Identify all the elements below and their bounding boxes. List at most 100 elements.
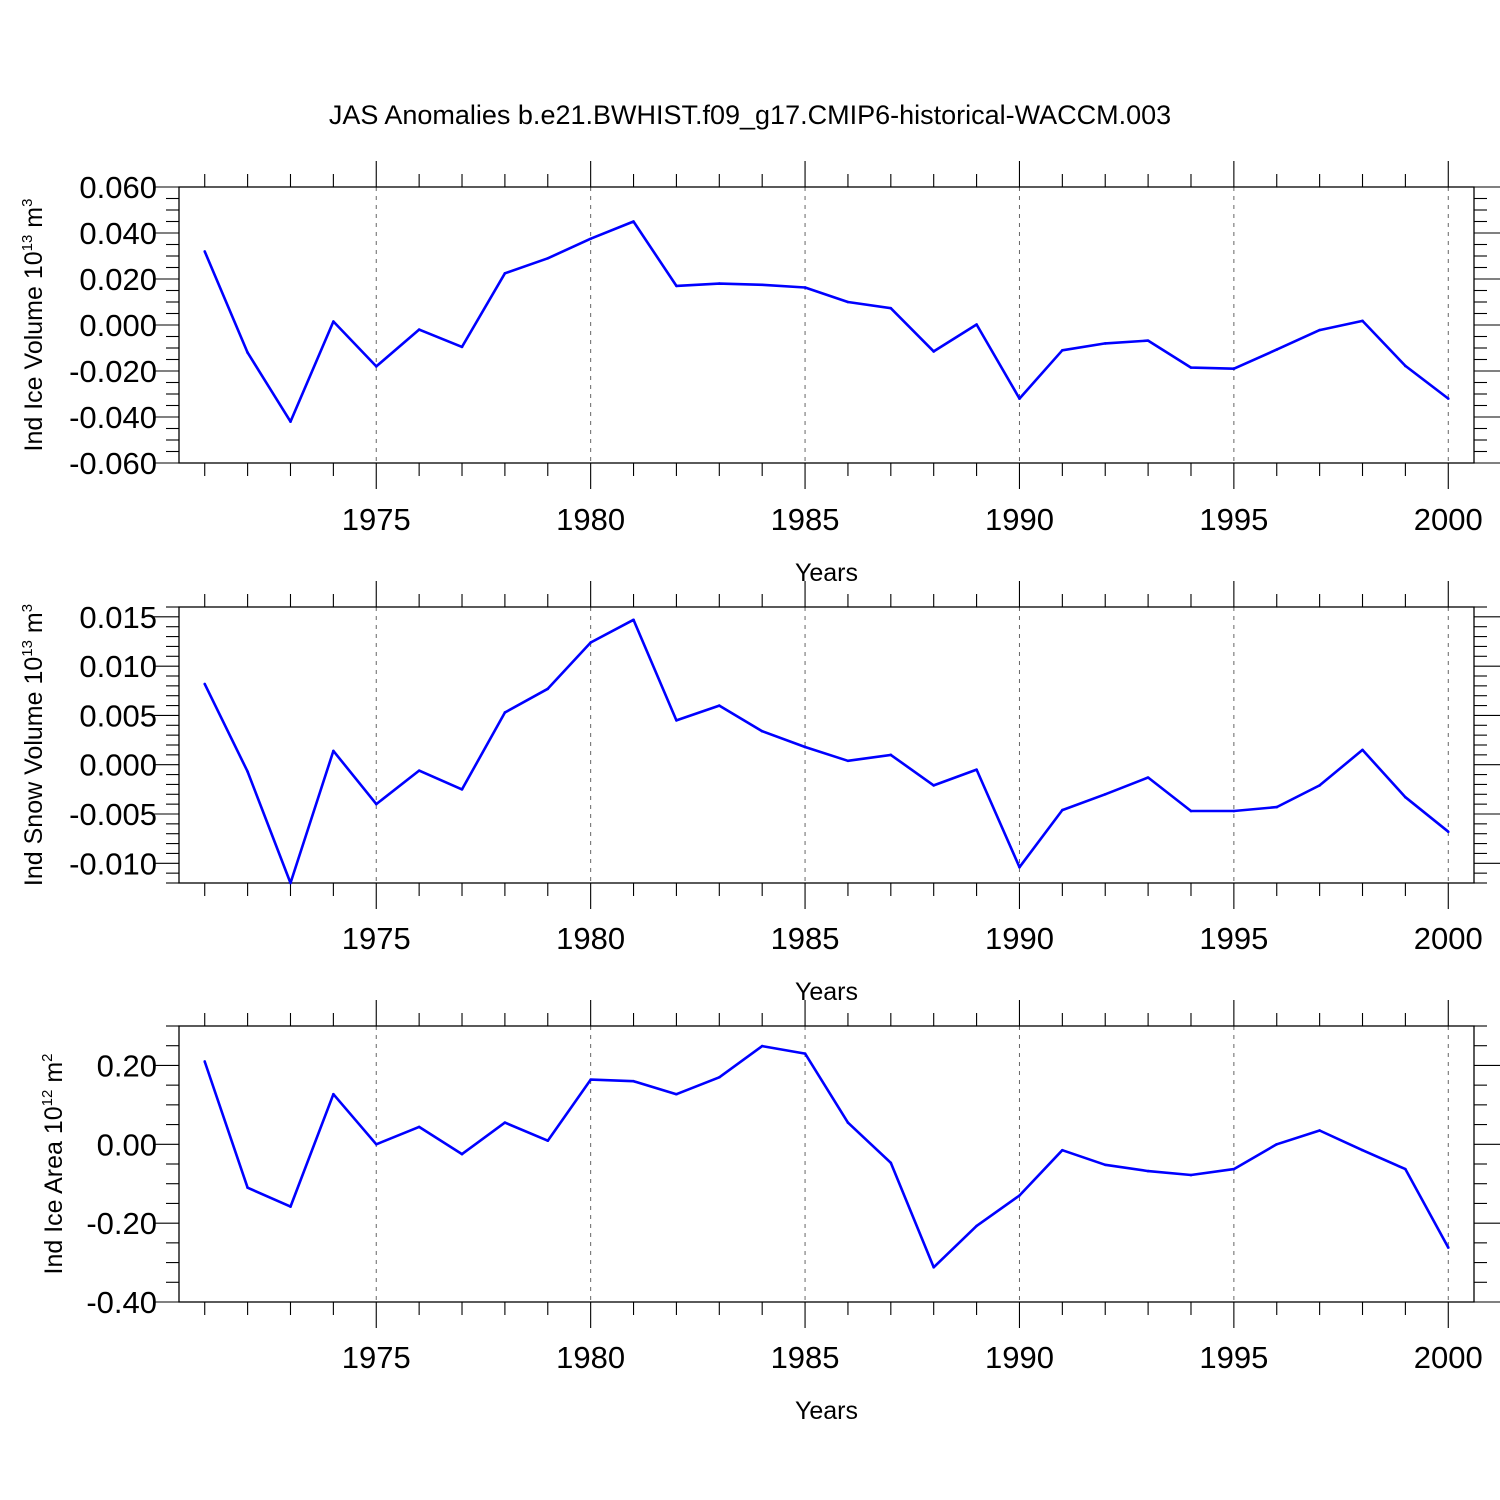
data-point — [889, 1161, 893, 1165]
data-point — [1103, 342, 1107, 345]
y-axis-title: Ind Ice Volume 1013 m3 — [19, 199, 48, 452]
y-tick-label: 0.005 — [79, 698, 157, 733]
data-point — [332, 320, 335, 323]
data-point — [1275, 1142, 1279, 1146]
data-point — [289, 1205, 292, 1208]
data-point — [417, 769, 421, 772]
data-point — [1404, 1167, 1407, 1171]
data-point — [632, 220, 635, 223]
x-axis-title: Years — [795, 978, 858, 1006]
panel-1: -0.060 -0.040 -0.020 0.000 0.020 0.040 0.060 19… — [19, 161, 1500, 587]
x-axis-title: Years — [795, 1397, 858, 1425]
data-point — [717, 704, 721, 707]
data-point — [1189, 1173, 1193, 1177]
data-point — [632, 618, 635, 622]
data-point — [246, 351, 249, 354]
y-tick-label: 0.060 — [79, 170, 157, 205]
series-line — [203, 1044, 1450, 1269]
data-point — [975, 323, 978, 326]
x-tick-label: 1975 — [342, 921, 411, 956]
series-line — [203, 618, 1450, 885]
data-point — [932, 1266, 936, 1269]
data-point — [1018, 865, 1021, 869]
data-point — [1404, 795, 1407, 799]
data-point — [932, 350, 936, 353]
y-tick-label: 0.015 — [79, 600, 157, 635]
x-tick-label: 1980 — [556, 921, 625, 956]
y-axis-title-part: Ind Snow Volume 10 — [20, 657, 48, 886]
data-point — [546, 687, 550, 691]
data-point — [503, 271, 507, 275]
data-point — [803, 286, 807, 289]
series-line — [203, 220, 1450, 423]
y-axis-title-superscript: 3 — [19, 199, 36, 207]
data-point — [546, 1139, 550, 1143]
data-point — [374, 1142, 378, 1146]
y-axis-title: Ind Ice Area 1012 m2 — [39, 1054, 68, 1275]
data-point — [1232, 809, 1236, 813]
data-point — [975, 1224, 978, 1228]
x-tick-label: 1995 — [1199, 921, 1268, 956]
x-tick-label: 1990 — [985, 921, 1054, 956]
data-point — [417, 328, 421, 331]
data-point — [760, 1044, 764, 1048]
y-axis-title-superscript: 12 — [39, 1090, 56, 1107]
y-tick-label: -0.005 — [69, 797, 157, 832]
y-tick-label: 0.000 — [79, 308, 157, 343]
data-point — [889, 753, 893, 757]
data-point — [1275, 348, 1279, 351]
y-axis-title-part: m — [20, 612, 48, 640]
x-tick-label: 1995 — [1199, 1340, 1268, 1375]
x-tick-label: 1985 — [771, 921, 840, 956]
y-tick-label: -0.20 — [86, 1206, 157, 1241]
data-point — [417, 1125, 421, 1129]
data-point — [1018, 1194, 1021, 1197]
plot-frame — [178, 606, 1475, 884]
x-tick-label: 1980 — [556, 1340, 625, 1375]
data-point — [460, 1152, 464, 1156]
data-point — [1189, 366, 1193, 369]
y-tick-label: 0.040 — [79, 216, 157, 251]
data-point — [1146, 776, 1150, 779]
data-point — [332, 1092, 335, 1096]
data-point — [760, 729, 764, 733]
y-tick-label: -0.40 — [86, 1285, 157, 1320]
data-point — [246, 770, 249, 773]
data-point — [803, 1052, 807, 1055]
data-point — [1146, 339, 1150, 342]
x-tick-label: 2000 — [1414, 502, 1483, 537]
data-point — [760, 283, 764, 287]
y-axis-title-part: Ind Ice Volume 10 — [20, 251, 48, 451]
y-tick-label: 0.000 — [79, 748, 157, 783]
data-point — [1318, 784, 1321, 787]
y-axis-title-part: m — [40, 1062, 68, 1090]
y-tick-label: -0.040 — [69, 400, 157, 435]
x-tick-label: 1990 — [985, 1340, 1054, 1375]
x-tick-label: 1995 — [1199, 502, 1268, 537]
data-point — [460, 345, 464, 349]
y-axis-title-part: m — [20, 207, 48, 235]
y-axis-title-superscript: 13 — [19, 235, 36, 252]
x-tick-label: 2000 — [1414, 921, 1483, 956]
x-tick-label: 1985 — [771, 1340, 840, 1375]
x-tick-label: 1975 — [342, 502, 411, 537]
data-point — [246, 1186, 249, 1189]
data-point — [1146, 1169, 1150, 1173]
x-tick-label: 1990 — [985, 502, 1054, 537]
data-point — [1361, 1148, 1364, 1152]
y-tick-label: 0.00 — [97, 1127, 157, 1162]
plot-frame — [178, 186, 1475, 464]
y-axis-title-superscript: 3 — [19, 604, 36, 612]
data-point — [1061, 349, 1064, 352]
data-point — [1103, 1163, 1107, 1167]
data-point — [803, 745, 807, 749]
data-point — [1446, 397, 1450, 400]
data-point — [717, 282, 721, 285]
panel-3: -0.40 -0.20 0.00 0.20 1975 1980 1985 1990 1995 20… — [39, 1000, 1500, 1425]
data-point — [1232, 1167, 1236, 1171]
y-tick-label: -0.020 — [69, 354, 157, 389]
y-tick-label: -0.060 — [69, 446, 157, 481]
data-point — [1061, 808, 1064, 812]
data-point — [675, 719, 678, 722]
